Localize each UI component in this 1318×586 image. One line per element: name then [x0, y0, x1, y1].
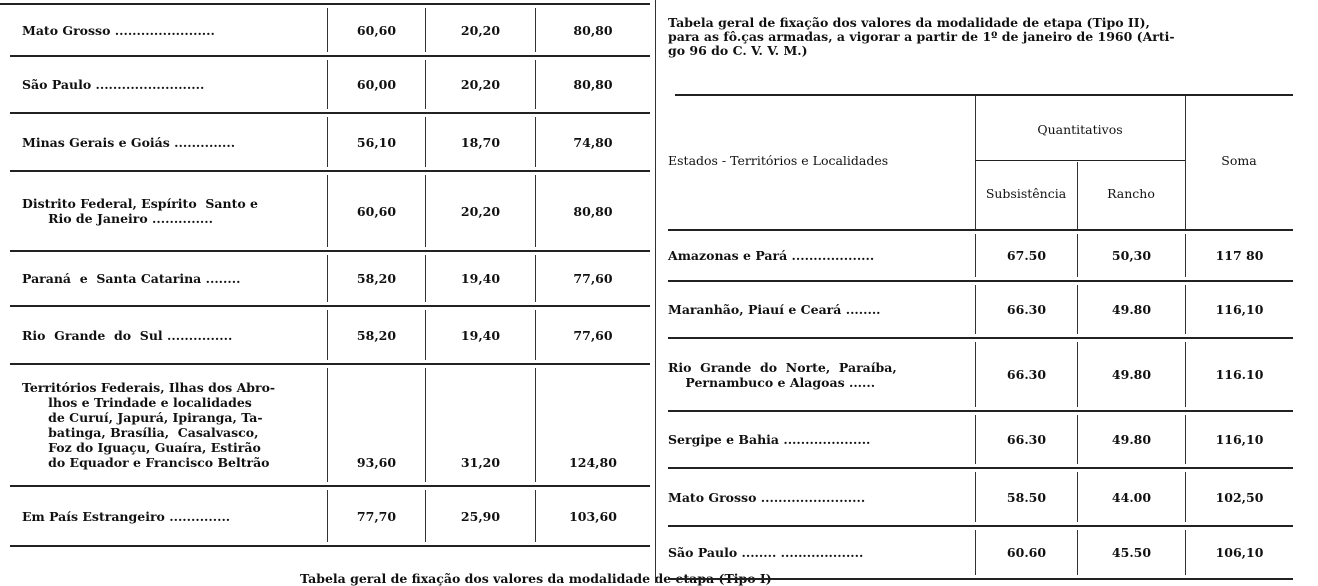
row-label: Em País Estrangeiro ..............	[22, 508, 231, 524]
cell-value: 66.30	[975, 415, 1077, 464]
page-divider	[655, 0, 656, 583]
cell-value: 66.30	[975, 285, 1077, 334]
cell-value: 45.50	[1077, 530, 1185, 575]
table-row: Minas Gerais e Goiás .............. 56,1…	[10, 114, 650, 172]
table-row: Sergipe e Bahia .................... 66.…	[668, 412, 1293, 469]
cell-value: 106,10	[1185, 530, 1293, 575]
table-rule	[668, 229, 1293, 231]
cell-value: 49.80	[1077, 285, 1185, 334]
cell-value: 93,60	[327, 368, 425, 482]
cell-value: 19,40	[425, 255, 535, 302]
table-row: Rio Grande do Sul ............... 58,20 …	[10, 307, 650, 365]
table-row: Em País Estrangeiro .............. 77,70…	[10, 487, 650, 547]
row-label: Sergipe e Bahia ....................	[668, 432, 871, 447]
cell-value: 77,60	[535, 255, 650, 302]
cell-value: 20,20	[425, 175, 535, 247]
cell-value: 77,70	[327, 490, 425, 542]
cell-value: 58,20	[327, 310, 425, 360]
cell-value: 44.00	[1077, 472, 1185, 522]
table-row: Paraná e Santa Catarina ........ 58,20 1…	[10, 252, 650, 307]
cell-value: 66.30	[975, 342, 1077, 407]
column-rule	[1077, 162, 1078, 230]
header-soma: Soma	[1221, 153, 1257, 168]
cell-value: 74,80	[535, 117, 650, 167]
table-rule	[675, 94, 1293, 96]
cell-value: 56,10	[327, 117, 425, 167]
table-row: Territórios Federais, Ilhas dos Abro- lh…	[10, 365, 650, 487]
cell-value: 19,40	[425, 310, 535, 360]
cell-value: 49.80	[1077, 342, 1185, 407]
row-label: Paraná e Santa Catarina ........	[22, 271, 241, 286]
cell-value: 102,50	[1185, 472, 1293, 522]
table-row: São Paulo ......................... 60,0…	[10, 57, 650, 114]
table-row: São Paulo ........ ................... 6…	[668, 527, 1293, 580]
column-rule	[975, 96, 976, 230]
header-states: Estados - Territórios e Localidades	[668, 153, 889, 168]
row-label: Mato Grosso ........................	[668, 489, 866, 505]
cell-value: 116,10	[1185, 285, 1293, 334]
cell-value: 77,60	[535, 310, 650, 360]
row-label: São Paulo ........ ...................	[668, 545, 864, 560]
cell-value: 117 80	[1185, 234, 1293, 277]
row-label: Mato Grosso .......................	[22, 22, 215, 38]
cell-value: 20,20	[425, 60, 535, 109]
cell-value: 58.50	[975, 472, 1077, 522]
cell-value: 103,60	[535, 490, 650, 542]
table-row: Distrito Federal, Espírito Santo e Rio d…	[10, 172, 650, 252]
column-rule	[1185, 96, 1186, 230]
right-caption: Tabela geral de fixação dos valores da m…	[668, 15, 1175, 58]
cell-value: 60,60	[327, 8, 425, 52]
cell-value: 50,30	[1077, 234, 1185, 277]
row-label: São Paulo .........................	[22, 77, 205, 92]
row-label: Distrito Federal, Espírito Santo e Rio d…	[22, 196, 259, 226]
cell-value: 116.10	[1185, 342, 1293, 407]
cell-value: 49.80	[1077, 415, 1185, 464]
cell-value: 60,00	[327, 60, 425, 109]
cell-value: 25,90	[425, 490, 535, 542]
header-quantitativos: Quantitativos	[1037, 122, 1123, 137]
table-row: Mato Grosso ....................... 60,6…	[10, 5, 650, 57]
cell-value: 80,80	[535, 175, 650, 247]
cell-value: 67.50	[975, 234, 1077, 277]
cell-value: 80,80	[535, 60, 650, 109]
table-row: Maranhão, Piauí e Ceará ........ 66.30 4…	[668, 282, 1293, 339]
table-row: Amazonas e Pará ................... 67.5…	[668, 231, 1293, 282]
row-label: Maranhão, Piauí e Ceará ........	[668, 302, 881, 317]
table-row: Rio Grande do Norte, Paraíba, Pernambuco…	[668, 339, 1293, 412]
header-rule	[975, 160, 1185, 161]
header-subsistencia: Subsistência	[985, 186, 1067, 201]
row-label: Amazonas e Pará ...................	[668, 248, 875, 263]
left-footer-caption: Tabela geral de fixação dos valores da m…	[300, 571, 772, 586]
row-label: Minas Gerais e Goiás ..............	[22, 134, 236, 150]
cell-value: 124,80	[535, 368, 650, 482]
table-rule	[0, 3, 650, 5]
row-label: Rio Grande do Norte, Paraíba, Pernambuco…	[668, 359, 897, 390]
cell-value: 31,20	[425, 368, 535, 482]
table-row: Mato Grosso ........................ 58.…	[668, 469, 1293, 527]
cell-value: 116,10	[1185, 415, 1293, 464]
row-label: Territórios Federais, Ilhas dos Abro- lh…	[22, 380, 276, 470]
cell-value: 20,20	[425, 8, 535, 52]
header-rancho: Rancho	[1107, 186, 1155, 201]
cell-value: 60,60	[327, 175, 425, 247]
cell-value: 80,80	[535, 8, 650, 52]
cell-value: 60.60	[975, 530, 1077, 575]
cell-value: 58,20	[327, 255, 425, 302]
row-label: Rio Grande do Sul ...............	[22, 327, 233, 343]
cell-value: 18,70	[425, 117, 535, 167]
